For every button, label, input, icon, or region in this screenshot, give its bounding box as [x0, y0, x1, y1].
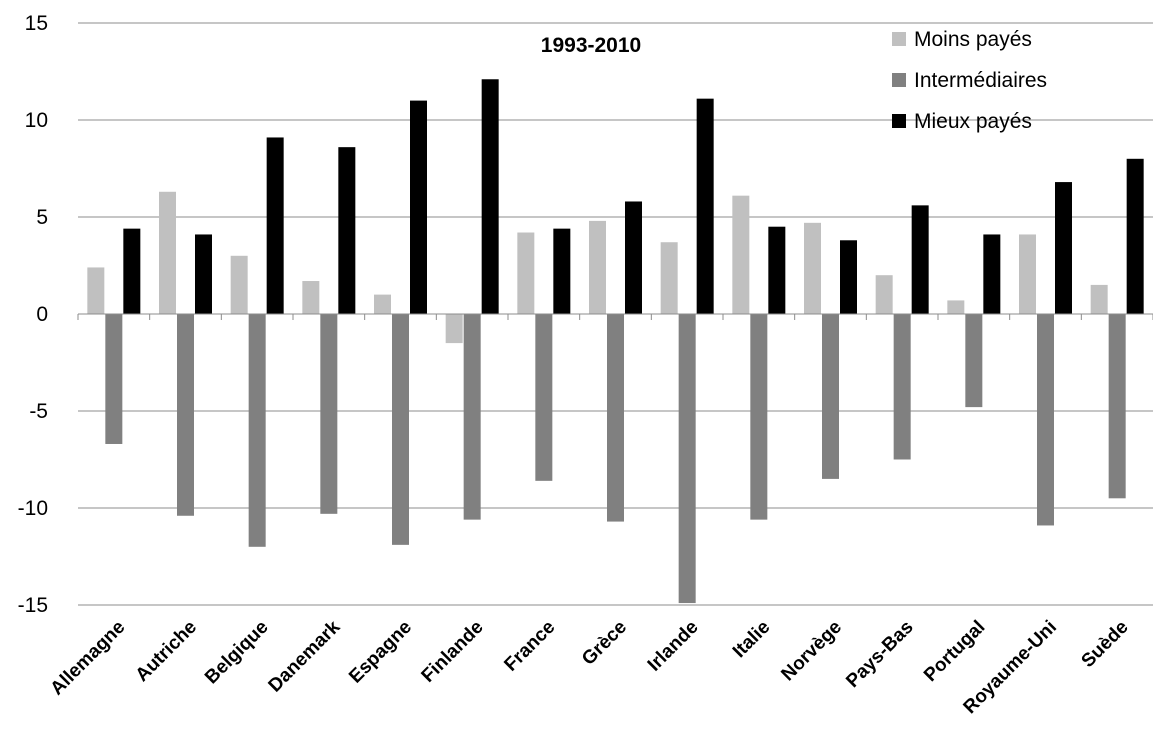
- chart-title: 1993-2010: [541, 34, 641, 57]
- bar: [965, 314, 983, 408]
- bar: [410, 100, 427, 314]
- bar: [302, 281, 320, 314]
- x-tick-label: Suède: [1078, 617, 1133, 672]
- bar: [338, 147, 356, 314]
- bar: [177, 314, 194, 516]
- bar: [195, 234, 212, 314]
- x-tick-label: Norvège: [777, 617, 846, 686]
- bar: [768, 226, 786, 314]
- x-tick-label: Portugal: [920, 617, 989, 686]
- bar: [1090, 284, 1108, 314]
- bar: [535, 314, 553, 481]
- bar: [517, 232, 535, 314]
- legend-label: Moins payés: [914, 28, 1032, 51]
- bar: [123, 228, 141, 314]
- bar: [1126, 158, 1144, 314]
- bar: [374, 294, 391, 314]
- bar: [750, 314, 768, 520]
- bar: [840, 240, 857, 314]
- bar: [911, 205, 929, 314]
- bar: [893, 314, 911, 460]
- x-tick-label: Pays-Bas: [842, 617, 917, 692]
- bar: [732, 195, 750, 314]
- bar: [1108, 314, 1126, 499]
- y-tick-label: -15: [18, 594, 48, 617]
- bar: [463, 314, 481, 520]
- bar: [625, 201, 642, 314]
- x-tick-label: Espagne: [345, 617, 416, 688]
- y-tick-label: 5: [36, 206, 48, 229]
- bar: [1037, 314, 1054, 526]
- bar: [607, 314, 624, 522]
- bar: [875, 275, 893, 314]
- bar: [678, 314, 696, 604]
- bar: [481, 79, 499, 314]
- x-tick-label: Danemark: [265, 616, 345, 696]
- y-tick-label: -5: [29, 400, 48, 423]
- x-tick-label: France: [500, 617, 559, 676]
- x-tick-label: Grèce: [578, 617, 631, 670]
- bar: [589, 220, 606, 314]
- x-tick-label: Belgique: [201, 617, 273, 689]
- y-tick-label: -10: [18, 497, 48, 520]
- bar: [230, 255, 248, 314]
- bar: [159, 191, 176, 314]
- y-tick-label: 10: [25, 109, 48, 132]
- bar: [248, 314, 266, 547]
- bar: [266, 137, 284, 314]
- bar: [804, 222, 821, 314]
- x-tick-label: Italie: [729, 617, 774, 662]
- bar: [320, 314, 338, 514]
- bar: [696, 98, 714, 314]
- legend-swatch: [892, 114, 906, 128]
- bar: [87, 267, 105, 314]
- bar: [983, 234, 1001, 314]
- legend-label: Intermédiaires: [914, 69, 1047, 92]
- bar: [105, 314, 123, 444]
- bar: [660, 242, 678, 314]
- bar: [445, 314, 463, 344]
- x-tick-label: Allemagne: [47, 617, 130, 700]
- x-tick-label: Irlande: [644, 617, 703, 676]
- y-tick-label: 15: [25, 12, 48, 35]
- bar: [822, 314, 839, 479]
- legend-swatch: [892, 73, 906, 87]
- bar: [553, 228, 571, 314]
- bar: [1019, 234, 1036, 314]
- y-tick-label: 0: [36, 303, 48, 326]
- bar: [947, 300, 965, 314]
- legend-swatch: [892, 32, 906, 46]
- x-tick-label: Finlande: [418, 617, 488, 687]
- bar: [1055, 182, 1072, 314]
- legend-label: Mieux payés: [914, 110, 1032, 133]
- bar: [392, 314, 409, 545]
- x-tick-label: Autriche: [132, 617, 201, 686]
